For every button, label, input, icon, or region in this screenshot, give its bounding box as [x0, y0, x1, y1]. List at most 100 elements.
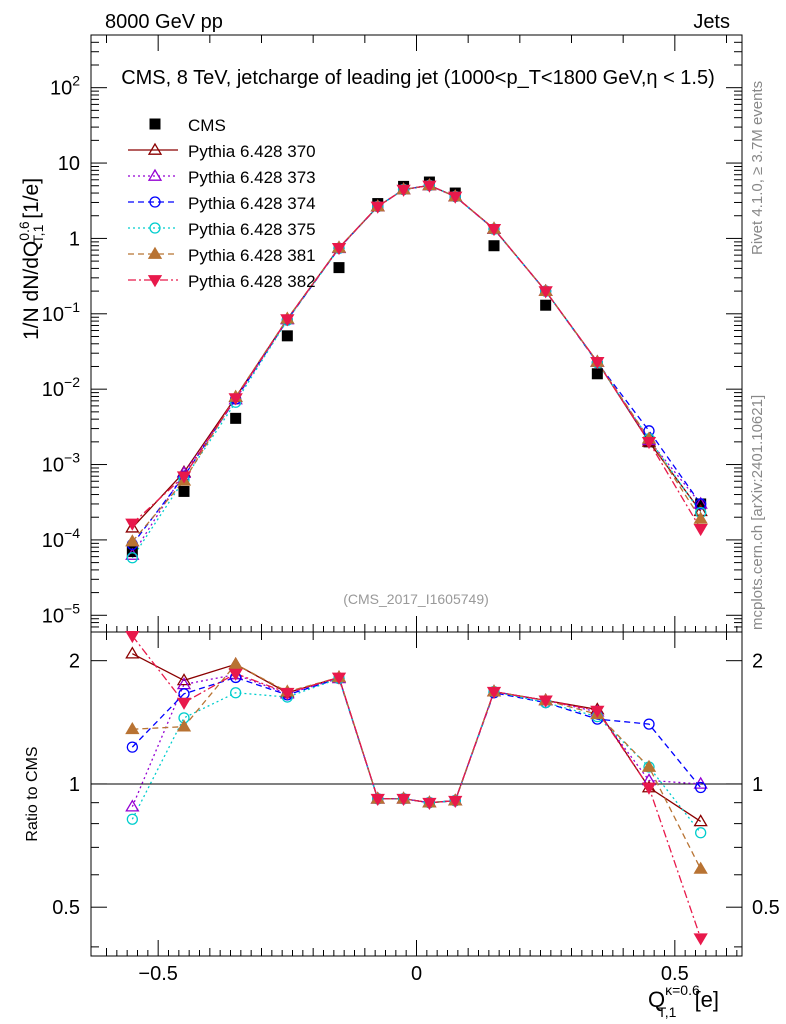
ratio-series-point-1	[125, 799, 140, 812]
ratio-series-point-0	[693, 814, 708, 827]
main-series-point-5	[396, 184, 411, 197]
main-series-point-5	[693, 524, 708, 537]
legend-label-4: Pythia 6.428 381	[188, 246, 316, 265]
main-ytick-label: 10−5	[42, 600, 80, 627]
ratio-series-point-5	[280, 687, 295, 701]
main-ytick-label: 10−1	[42, 299, 80, 326]
ratio-series-point-5	[486, 686, 502, 699]
ratio-ytick-label-right: 0.5	[752, 897, 780, 919]
cms-data-point	[540, 299, 552, 311]
legend-marker-1	[147, 168, 163, 181]
main-ylabel: 1/N dN/dQ0.6T,1 [1/e]	[16, 178, 46, 340]
ratio-xtick-label: −0.5	[138, 963, 177, 985]
main-series-point-4	[125, 534, 140, 547]
ratio-xtick-label: 0.5	[661, 963, 689, 985]
cms-data-point	[591, 368, 603, 380]
ratio-series-point-5	[590, 705, 605, 718]
ratio-series-point-4	[125, 721, 140, 735]
legend-marker-5	[147, 275, 163, 288]
header-right: Jets	[693, 11, 730, 33]
main-series-point-5	[228, 393, 243, 406]
ratio-series-point-5	[396, 793, 411, 807]
main-ytick-label: 10−3	[42, 450, 80, 477]
main-series-point-5	[176, 471, 192, 484]
main-ytick-label: 10	[58, 153, 80, 175]
ratio-series-point-0	[176, 673, 192, 686]
main-series-point-3	[126, 552, 138, 564]
legend-label-3: Pythia 6.428 375	[188, 220, 316, 239]
ratio-series-point-4	[693, 861, 708, 874]
mcplots-label: mcplots.cern.ch [arXiv:2401.10621]	[749, 395, 766, 630]
main-ytick-label: 10−2	[42, 374, 80, 401]
ratio-ytick-label: 1	[69, 774, 80, 796]
ratio-series-point-2	[126, 741, 138, 753]
cms-data-point	[333, 262, 345, 274]
legend-cms-marker	[149, 118, 161, 130]
ratio-ytick-label-right: 1	[752, 774, 763, 796]
ratio-series-point-4	[228, 656, 243, 670]
main-series-point-2	[695, 498, 707, 510]
main-ytick-label: 1	[69, 228, 80, 250]
header-left: 8000 GeV pp	[105, 11, 223, 33]
main-series-point-5	[370, 201, 385, 214]
legend-marker-0	[147, 142, 163, 155]
ratio-series-line-3	[131, 677, 702, 834]
ratio-series-point-5	[448, 795, 463, 808]
ratio-series-point-5	[331, 672, 347, 685]
main-series-point-5	[538, 286, 553, 299]
plot-title: CMS, 8 TeV, jetcharge of leading jet (10…	[121, 67, 715, 89]
ratio-plot-frame	[90, 631, 743, 957]
ratio-series-point-3	[126, 813, 138, 825]
ratio-ytick-label: 2	[69, 651, 80, 673]
legend-marker-3	[149, 222, 161, 234]
ratio-series-point-5	[693, 933, 708, 946]
legend-label-0: Pythia 6.428 370	[188, 142, 316, 161]
ratio-xlabel: Qκ=0.6 T,1 [e]	[648, 982, 719, 1020]
legend-label-2: Pythia 6.428 374	[188, 194, 316, 213]
ratio-series-point-0	[125, 646, 140, 659]
main-series-point-5	[486, 223, 502, 237]
main-ytick-label: 10−4	[42, 525, 80, 552]
cms-data-point	[178, 485, 190, 497]
ratio-series-point-5	[228, 668, 243, 681]
ratio-series-point-5	[370, 793, 385, 807]
main-series-point-5	[448, 191, 463, 204]
ratio-series-point-4	[176, 719, 192, 732]
ratio-series-point-5	[422, 797, 437, 810]
ratio-series-point-3	[230, 687, 242, 699]
ratio-series-line-5	[131, 635, 702, 939]
main-series-point-5	[641, 436, 657, 450]
main-series-point-4	[693, 511, 708, 524]
ratio-xtick-label: 0	[411, 963, 422, 985]
ratio-series-point-3	[695, 827, 707, 839]
ratio-ytick-label-right: 2	[752, 651, 763, 673]
ratio-series-line-4	[132, 663, 702, 870]
main-ytick-label: 102	[50, 73, 80, 100]
ratio-series-point-5	[538, 695, 553, 708]
cms-data-point	[488, 240, 500, 252]
ratio-series-point-2	[695, 781, 707, 794]
legend-marker-2	[149, 196, 161, 208]
main-series-line-5	[131, 184, 702, 530]
ratio-series-point-5	[125, 630, 140, 644]
main-series-point-5	[125, 518, 140, 531]
rivet-label: Rivet 4.1.0, ≥ 3.7M events	[749, 81, 766, 255]
ratio-series-line-1	[131, 673, 701, 807]
legend-label-5: Pythia 6.428 382	[188, 272, 316, 291]
main-series-point-0	[125, 520, 140, 533]
legend-marker-4	[147, 246, 163, 259]
ratio-series-point-4	[641, 759, 657, 772]
ratio-series-point-5	[641, 782, 657, 795]
main-series-line-2	[131, 184, 702, 545]
main-series-point-5	[422, 180, 437, 193]
ratio-ylabel: Ratio to CMS	[24, 746, 41, 841]
cms-data-point	[230, 412, 242, 424]
main-series-point-5	[331, 242, 347, 256]
main-series-line-3	[131, 184, 702, 559]
main-series-point-5	[280, 314, 295, 327]
legend-cms-label: CMS	[188, 116, 226, 135]
ratio-series-point-2	[643, 718, 655, 730]
main-series-line-1	[131, 184, 702, 556]
cms-data-point	[281, 330, 293, 342]
